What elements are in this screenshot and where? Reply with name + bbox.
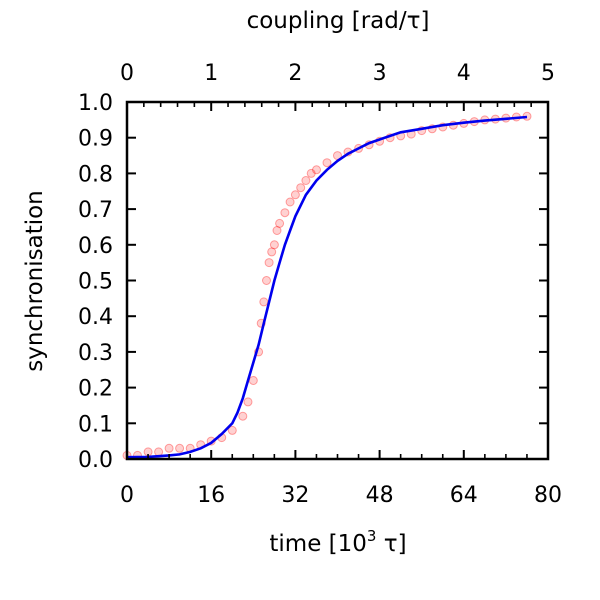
scatter-point	[227, 425, 237, 435]
y-tick-label: 0.4	[78, 305, 113, 330]
scatter-point	[164, 443, 174, 453]
y-tick-label: 0.6	[78, 234, 113, 259]
scatter-layer	[122, 111, 532, 460]
x-axis-label-prefix: time [10	[269, 531, 367, 557]
scatter-point	[267, 247, 277, 257]
scatter-point	[322, 158, 332, 168]
scatter-point	[296, 183, 306, 193]
x-tick-label: 80	[534, 483, 562, 508]
scatter-point	[275, 218, 285, 228]
scatter-point	[259, 297, 269, 307]
x2-tick-label: 4	[457, 61, 471, 86]
scatter-point	[301, 176, 311, 185]
y-tick-label: 1.0	[78, 91, 113, 116]
x2-axis-label: coupling [rad/τ]	[247, 8, 430, 34]
scatter-point	[272, 226, 282, 235]
scatter-point	[269, 240, 279, 250]
scatter-point	[248, 376, 258, 385]
y-axis-label: synchronisation	[22, 190, 48, 372]
x2-tick-label: 5	[541, 61, 555, 86]
scatter-point	[243, 397, 253, 407]
y-tick-label: 0.9	[78, 127, 113, 152]
fit-line	[126, 115, 528, 459]
scatter-point	[280, 208, 290, 218]
x-axis-label-exponent: 3	[367, 527, 377, 545]
y-tick-label: 0.8	[78, 162, 113, 187]
ticks-layer: 0 16 32 48 64 80 0 1 2 3 4 5 0.0 0.1 0.2 0.3 0.4 0.5 0.6 0.…	[78, 61, 562, 508]
scatter-point	[264, 258, 274, 268]
y-tick-label: 0.1	[78, 412, 113, 437]
y-tick-label: 0.0	[78, 448, 113, 473]
scatter-point	[262, 276, 271, 285]
x2-tick-label: 2	[288, 61, 302, 86]
x-axis-label-suffix: τ]	[376, 531, 406, 557]
x2-tick-label: 0	[120, 61, 134, 86]
x2-tick-label: 1	[204, 61, 218, 86]
y-tick-label: 0.5	[78, 270, 113, 295]
scatter-point	[290, 190, 300, 200]
x2-tick-label: 3	[373, 61, 387, 86]
x-tick-label: 32	[281, 483, 309, 508]
x-tick-label: 16	[197, 483, 225, 508]
scatter-point	[238, 411, 248, 421]
x-tick-label: 64	[450, 483, 478, 508]
x-tick-label: 48	[366, 483, 394, 508]
scatter-point	[306, 168, 316, 178]
scatter-point	[175, 443, 185, 453]
y-tick-label: 0.2	[78, 377, 113, 402]
scatter-point	[312, 165, 321, 175]
y-tick-label: 0.3	[78, 341, 113, 366]
scatter-point	[285, 197, 295, 207]
x-axis-label: time [103 τ]	[269, 527, 406, 557]
y-tick-label: 0.7	[78, 198, 113, 223]
x-tick-label: 0	[120, 483, 134, 508]
